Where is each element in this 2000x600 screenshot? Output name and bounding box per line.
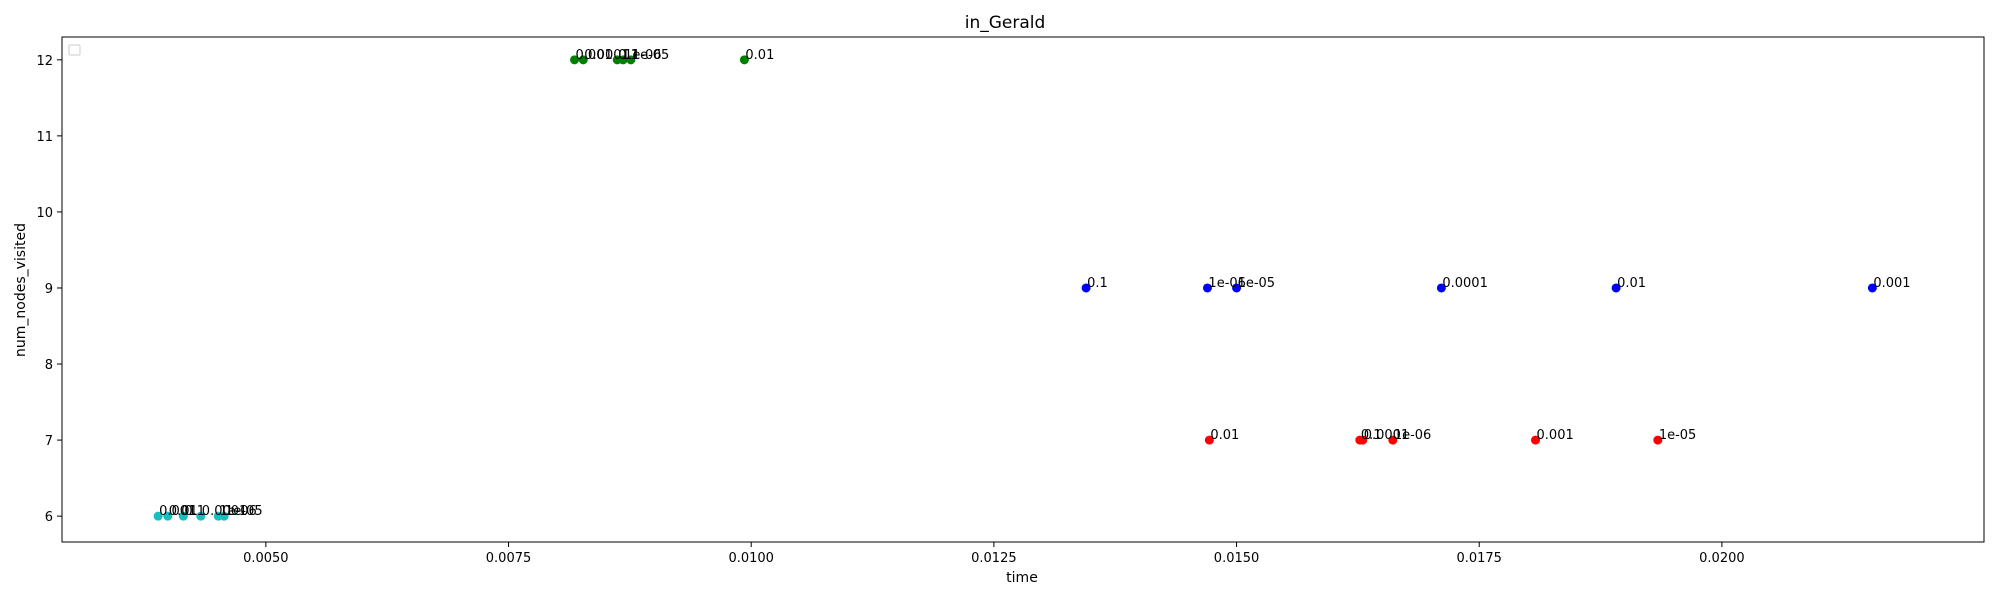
data-point: [1081, 283, 1091, 293]
data-point: [1202, 283, 1212, 293]
y-tick-label: 7: [45, 434, 53, 449]
x-tick-label: 0.0200: [1699, 551, 1745, 566]
data-point-label: 0.1: [618, 48, 639, 63]
data-point-label: 0.1: [1087, 276, 1108, 291]
data-point-label: 0.0001: [1442, 276, 1488, 291]
chart-title: in_Gerald: [965, 13, 1046, 33]
data-point-label: 0.1: [184, 504, 205, 519]
x-tick-label: 0.0125: [971, 551, 1017, 566]
x-tick-label: 0.0075: [486, 551, 532, 566]
y-axis-label: num_nodes_visited: [13, 223, 29, 357]
data-point: [618, 55, 628, 65]
data-point: [626, 55, 636, 65]
data-points: [153, 55, 1877, 521]
data-point-label: 1e-06: [624, 48, 662, 63]
data-point: [1531, 435, 1541, 445]
data-point-label: 0.01: [1617, 276, 1646, 291]
data-point-label: 0.001: [1537, 428, 1574, 443]
data-point: [1358, 435, 1368, 445]
data-point-label: 1e-06: [219, 504, 257, 519]
data-point-label: 1e-06: [1208, 276, 1246, 291]
y-tick-label: 9: [45, 282, 53, 297]
data-point-label: 1e-05: [632, 48, 670, 63]
data-point-label: 0.0001: [1364, 428, 1410, 443]
y-axis-ticks: 6 7 8 9 10 11 12: [36, 54, 62, 525]
data-point: [219, 511, 229, 521]
data-point: [1436, 283, 1446, 293]
data-point: [196, 511, 206, 521]
data-point: [570, 55, 580, 65]
data-point-label: 0.01: [745, 48, 774, 63]
x-tick-label: 0.0100: [728, 551, 774, 566]
data-point-label: 0.01: [1210, 428, 1239, 443]
data-point-label: 0.01: [169, 504, 198, 519]
data-point-label: 1e-05: [225, 504, 263, 519]
data-point: [578, 55, 588, 65]
y-tick-label: 6: [45, 510, 53, 525]
data-point-label: 1e-05: [1238, 276, 1276, 291]
x-axis-label: time: [1006, 570, 1038, 586]
data-point-label: 0.0001: [202, 504, 248, 519]
y-tick-label: 12: [36, 54, 53, 69]
data-point-label: 0.0001: [584, 48, 630, 63]
data-point-label: 0.001: [576, 48, 613, 63]
data-point-label: 0.001: [159, 504, 196, 519]
legend-box: [68, 44, 81, 56]
data-point: [1867, 283, 1877, 293]
data-point-labels: 0.0010.010.10.00011e-061e-050.0010.00010…: [159, 48, 1910, 519]
x-axis-ticks: 0.0050 0.0075 0.0100 0.0125 0.0150 0.0175 0.02…: [243, 542, 1745, 566]
data-point: [1232, 283, 1242, 293]
x-tick-label: 0.0150: [1214, 551, 1260, 566]
data-point: [1653, 435, 1663, 445]
plot-area: [61, 36, 1985, 543]
data-point: [178, 511, 188, 521]
y-tick-label: 11: [36, 130, 53, 145]
x-tick-label: 0.0050: [243, 551, 289, 566]
data-point-label: 0.1: [1361, 428, 1382, 443]
data-point-label: 1e-05: [1659, 428, 1697, 443]
y-tick-label: 8: [45, 358, 53, 373]
plot-frame: [61, 36, 1985, 543]
data-point-label: 1e-06: [1394, 428, 1432, 443]
x-tick-label: 0.0175: [1456, 551, 1502, 566]
data-point: [153, 511, 163, 521]
y-tick-label: 10: [36, 206, 53, 221]
data-point: [739, 55, 749, 65]
data-point-label: 0.001: [1873, 276, 1910, 291]
data-point: [1204, 435, 1214, 445]
data-point: [1611, 283, 1621, 293]
data-point: [163, 511, 173, 521]
data-point: [1388, 435, 1398, 445]
